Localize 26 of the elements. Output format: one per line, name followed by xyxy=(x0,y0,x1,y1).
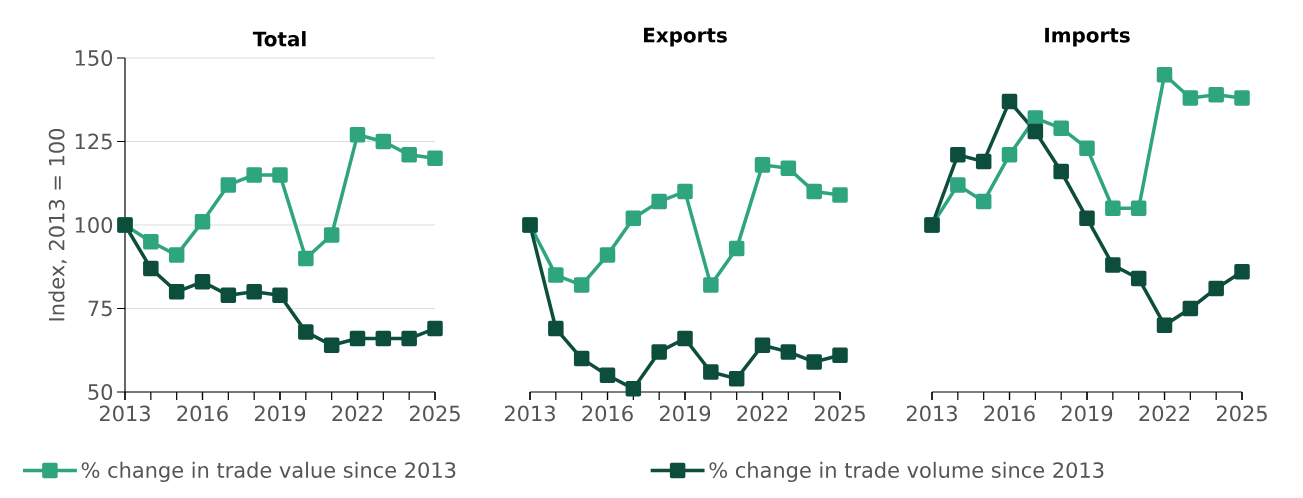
legend-label: % change in trade volume since 2013 xyxy=(709,461,1104,483)
x-tick-label: 2019 xyxy=(254,405,306,422)
chart-title: Exports xyxy=(644,27,727,47)
y-tick-label: 125 xyxy=(75,133,112,150)
x-tick-label: 2025 xyxy=(814,405,865,422)
x-tick-label: 2022 xyxy=(332,405,383,422)
x-tick-label: 2016 xyxy=(177,405,228,422)
x-tick-label: 2013 xyxy=(99,405,150,422)
y-tick-label: 75 xyxy=(88,300,112,317)
x-tick-label: 2013 xyxy=(504,405,555,422)
x-tick-label: 2025 xyxy=(1216,405,1267,422)
chart-title: Total xyxy=(252,31,306,47)
x-tick-label: 2022 xyxy=(1139,405,1190,422)
x-tick-label: 2019 xyxy=(659,405,711,422)
y-axis-title: Index, 2013 = 100 xyxy=(48,128,67,321)
y-tick-label: 50 xyxy=(88,384,113,400)
x-tick-label: 2025 xyxy=(409,405,460,422)
x-tick-label: 2016 xyxy=(582,405,633,422)
chart-title: Imports xyxy=(1045,27,1130,47)
x-tick-label: 2013 xyxy=(906,405,957,422)
y-tick-label: 100 xyxy=(75,217,113,233)
x-tick-label: 2019 xyxy=(1061,405,1113,422)
x-tick-label: 2022 xyxy=(737,405,788,422)
x-tick-label: 2016 xyxy=(984,405,1035,422)
y-tick-label: 150 xyxy=(75,50,113,66)
legend-label: % change in trade value since 2013 xyxy=(81,461,456,483)
